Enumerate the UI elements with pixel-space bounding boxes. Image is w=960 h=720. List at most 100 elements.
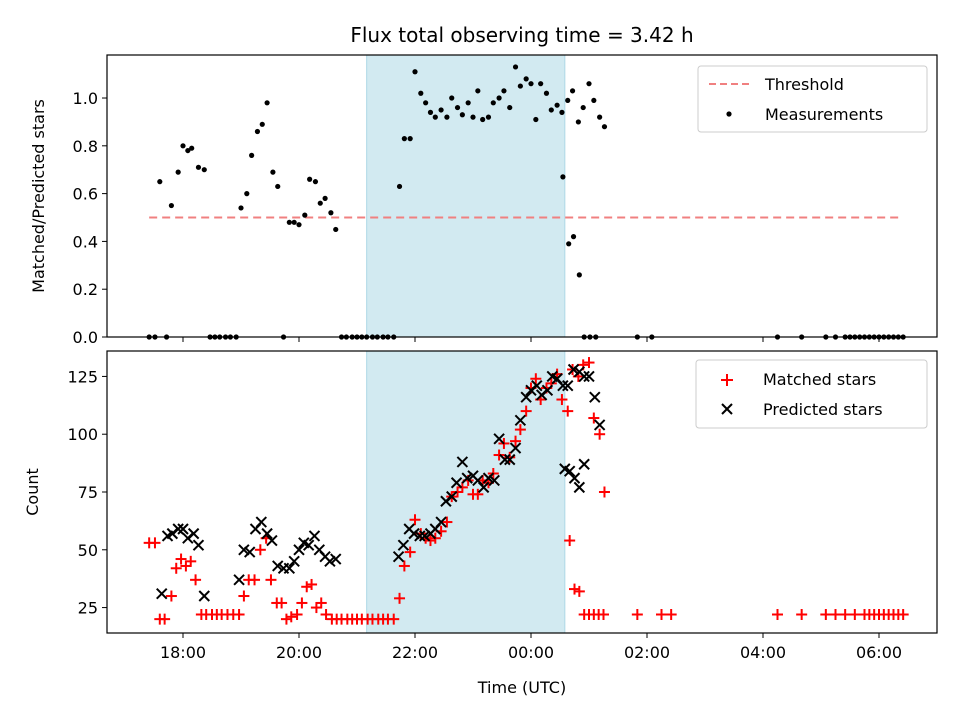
measurement-point [475,88,481,94]
matched-star-point [493,449,505,461]
measurement-point [591,97,597,104]
predicted-star-point [578,370,590,383]
measurement-point [597,114,603,120]
matched-star-point [796,609,808,621]
measurement-point [412,69,418,75]
measurement-point [432,114,438,120]
measurement-point [566,241,572,247]
matched-star-point [631,609,643,621]
bottom-panel: 25 50 75 100 125 18:00 20:00 22:00 00:00 02:00 04… [23,350,938,697]
predicted-star-point [446,490,458,503]
matched-star-point [409,514,421,526]
matched-star-point [185,555,197,567]
measurement-point [201,167,207,173]
measurement-point [175,169,181,175]
measurement-point [249,152,255,158]
measurement-point [291,219,297,225]
matched-star-point [849,609,861,621]
matched-star-point [656,609,667,621]
matched-star-point [510,435,522,447]
predicted-star-point [330,553,342,565]
measurement-point [480,116,486,123]
matched-star-point [594,428,606,440]
matched-star-point [472,488,484,500]
measurement-point [333,226,339,233]
matched-star-point [301,581,313,593]
matched-star-point [320,609,332,621]
measurement-point [254,128,261,135]
predicted-star-point [567,363,580,376]
predicted-star-point [541,384,554,397]
predicted-star-point [414,530,426,542]
measurement-point [586,81,592,87]
matched-star-point [569,583,580,595]
top-legend: Threshold Measurements [697,65,928,133]
x-tick-label: 06:00 [856,643,902,662]
legend-measurement-swatch [726,111,732,117]
predicted-star-point [293,544,305,556]
matched-star-point [820,609,832,621]
predicted-star-point [392,551,405,563]
measurement-point [264,100,270,106]
predicted-star-point [266,534,278,547]
predicted-star-point [563,465,576,477]
measurement-point [533,116,539,123]
bottom-highlight-span [366,350,566,634]
predicted-star-point [238,544,250,556]
x-tick-label: 18:00 [160,643,206,662]
legend-threshold-label: Threshold [764,75,844,94]
measurement-point [296,222,302,228]
measurement-point [275,183,281,190]
measurement-point [496,95,502,101]
measurement-point [512,64,519,70]
matched-star-point [276,597,288,609]
measurement-point [195,164,202,170]
matched-star-point [280,613,292,625]
measurement-point [575,119,581,125]
measurement-point [317,200,323,206]
predicted-star-point [418,530,431,542]
measurement-point [401,136,407,142]
legend-predicted-swatch [721,403,733,415]
matched-star-point [514,424,526,436]
measurement-point [490,100,496,106]
measurement-point [312,179,319,185]
matched-star-point [598,486,610,498]
predicted-star-point [192,539,205,551]
legend-predicted-label: Predicted stars [763,400,883,419]
measurement-point [238,205,244,211]
y-tick-label: 1.0 [73,89,98,108]
predicted-star-point [514,414,527,427]
legend-measurement-label: Measurements [765,105,883,124]
matched-star-point [830,609,841,621]
measurement-point [501,88,507,94]
predicted-star-point [450,477,463,489]
predicted-star-point [177,523,189,535]
y-tick-label: 0.2 [73,280,98,299]
legend-matched-label: Matched stars [763,370,876,389]
predicted-star-point [557,379,569,392]
x-tick-label: 22:00 [392,643,438,662]
matched-star-point [897,609,909,621]
measurement-point [328,210,334,216]
y-tick-label: 25 [78,599,98,618]
measurement-point [485,114,492,120]
x-tick-label: 00:00 [508,643,554,662]
predicted-star-point [568,472,581,484]
predicted-star-point [324,555,336,568]
matched-star-point [394,592,406,604]
matched-star-point [556,394,568,406]
matched-star-point [665,609,677,621]
matched-star-point [315,597,327,609]
matched-star-point [170,562,182,574]
measurement-point [560,174,566,180]
measurement-point [259,121,265,127]
measurement-point [418,90,424,96]
matched-star-point [190,574,202,586]
measurement-point [528,81,534,87]
predicted-star-point [589,391,601,403]
bottom-xlabel: Time (UTC) [477,678,566,697]
predicted-star-point [272,560,284,572]
predicted-star-point [456,456,469,468]
y-tick-label: 0.0 [73,328,98,347]
